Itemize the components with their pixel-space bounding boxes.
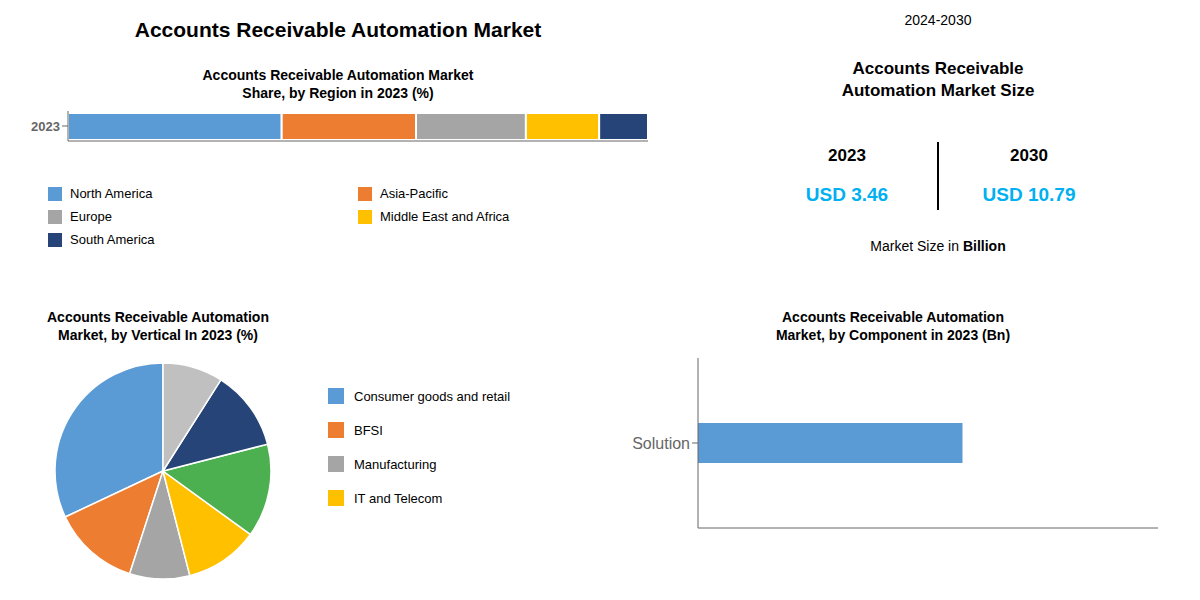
- html-text:2030: 2030: [1010, 146, 1048, 165]
- svg-text:2023: 2023: [31, 119, 60, 134]
- html-text:Asia-Pacific: Asia-Pacific: [380, 186, 448, 201]
- html-text:2024-2030: 2024-2030: [904, 12, 972, 28]
- html-text:Accounts Receivable Automation: Accounts Receivable Automation Market Sh…: [202, 67, 474, 101]
- html-text:IT and Telecom: IT and Telecom: [354, 490, 443, 506]
- html-text:Accounts Receivable Automation: Accounts Receivable Automation Market, b…: [47, 309, 269, 343]
- html-text:Accounts Receivable Automation: Accounts Receivable Automation Market Si…: [841, 59, 1035, 100]
- html-text:Consumer goods and retail: Consumer goods and retail: [354, 388, 511, 404]
- html-text:USD 10.79: USD 10.79: [982, 184, 1076, 205]
- html-text:Accounts Receivable Automation: Accounts Receivable Automation Market, b…: [775, 309, 1011, 343]
- html-text:North America: North America: [70, 186, 153, 201]
- html-text:Accounts Receivable Automation: Accounts Receivable Automation Market: [134, 18, 542, 41]
- html-text:2023: 2023: [828, 146, 866, 165]
- html-text:South America: South America: [70, 232, 155, 247]
- html-text:Europe: Europe: [70, 209, 112, 224]
- html-text:Middle East and Africa: Middle East and Africa: [380, 209, 510, 224]
- html-text:Market Size in Billion: Market Size in Billion: [870, 238, 1006, 254]
- html-text:USD 3.46: USD 3.46: [805, 184, 889, 205]
- html-text:BFSI: BFSI: [354, 422, 383, 438]
- svg-text:Solution: Solution: [632, 435, 690, 452]
- html-text:Manufacturing: Manufacturing: [354, 456, 437, 472]
